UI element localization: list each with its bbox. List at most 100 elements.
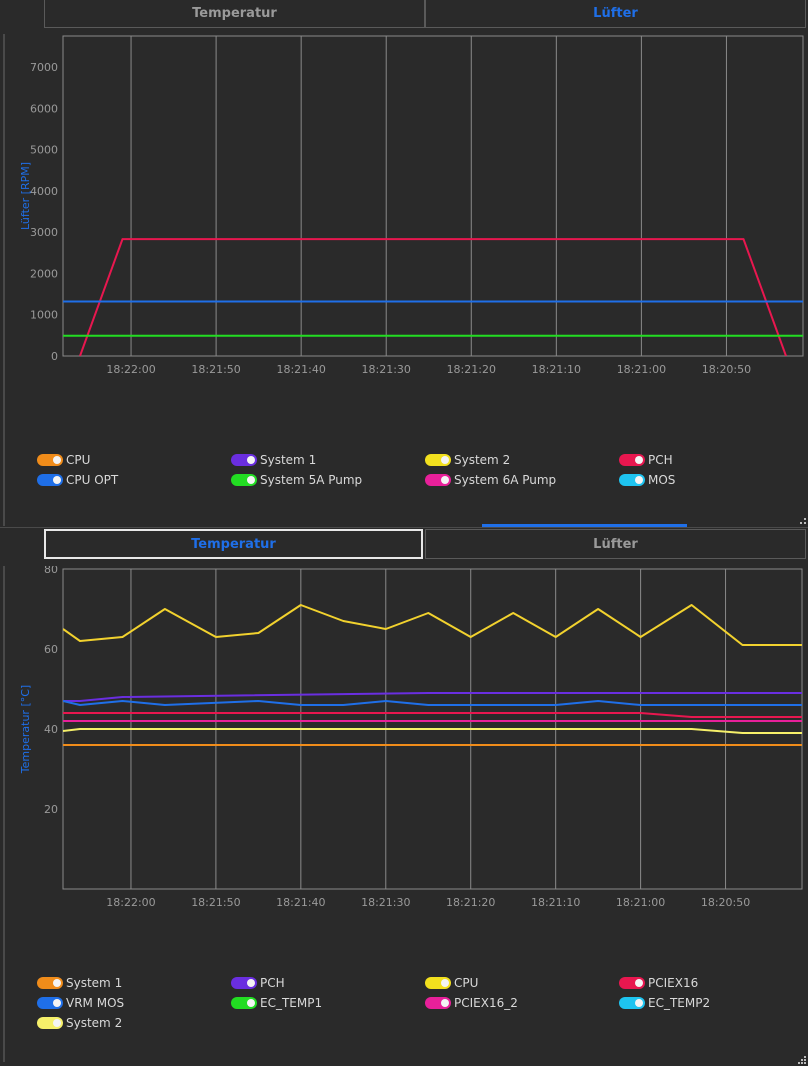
bottom-tab-bar: Temperatur Lüfter [0,529,808,559]
legend-label: System 1 [66,976,123,990]
toggle-switch-icon[interactable] [37,997,63,1009]
top-tab-bar: Temperatur Lüfter [0,0,808,30]
toggle-switch-icon[interactable] [231,997,257,1009]
toggle-switch-icon[interactable] [619,977,645,989]
legend-item[interactable]: PCIEX16_2 [425,995,518,1011]
x-tick-label: 18:21:20 [446,896,495,909]
toggle-switch-icon[interactable] [619,454,645,466]
resize-grip-top[interactable] [800,518,808,526]
legend-item[interactable]: System 1 [231,452,316,468]
temperature-panel: 18:22:00 18:21:50 18:21:40 18:21:30 18:21:20… [3,566,808,1062]
y-tick-label: 40 [44,723,58,736]
x-tick-label: 18:21:20 [447,363,496,376]
legend-item[interactable]: CPU OPT [37,472,118,488]
legend-label: MOS [648,473,676,487]
legend-item[interactable]: System 5A Pump [231,472,362,488]
x-tick-label: 18:21:10 [532,363,581,376]
toggle-switch-icon[interactable] [425,977,451,989]
legend-item[interactable]: PCH [619,452,673,468]
toggle-switch-icon[interactable] [619,997,645,1009]
x-tick-label: 18:21:30 [361,896,410,909]
legend-label: PCIEX16_2 [454,996,518,1010]
y-axis-label: Lüfter [RPM] [19,162,32,230]
y-tick-label: 60 [44,643,58,656]
legend-item[interactable]: System 1 [37,975,122,991]
tab-indicator [482,524,687,527]
toggle-switch-icon[interactable] [425,997,451,1009]
toggle-switch-icon[interactable] [425,474,451,486]
series-group [63,604,802,746]
y-tick-label: 6000 [30,102,58,115]
x-tick-label: 18:21:40 [276,363,325,376]
series-line-vrm-mos [63,700,802,706]
toggle-switch-icon[interactable] [619,474,645,486]
legend-label: VRM MOS [66,996,125,1010]
tab-temperature-bottom[interactable]: Temperatur [44,529,423,559]
series-line-pch [79,238,787,356]
tab-fan-top[interactable]: Lüfter [425,0,806,28]
legend-item[interactable]: PCIEX16 [619,975,698,991]
x-tick-label: 18:21:00 [616,896,665,909]
toggle-switch-icon[interactable] [37,454,63,466]
temperature-legend: System 1 PCH CPU PCIEX16 VRM MOS EC_TEMP1 PCIE… [37,975,807,1039]
x-tick-label: 18:22:00 [106,896,155,909]
legend-item[interactable]: System 6A Pump [425,472,556,488]
legend-item[interactable]: System 2 [425,452,510,468]
divider [0,527,808,528]
series-line-pch [63,692,802,702]
fan-panel: 18:22:00 18:21:50 18:21:40 18:21:30 18:21:20… [3,34,808,526]
legend-item[interactable]: CPU [37,452,90,468]
legend-item[interactable]: MOS [619,472,675,488]
resize-grip-bottom[interactable] [798,1056,806,1064]
legend-item[interactable]: EC_TEMP1 [231,995,322,1011]
x-tick-label: 18:21:00 [617,363,666,376]
plot-frame [62,35,804,357]
fan-chart: 18:22:00 18:21:50 18:21:40 18:21:30 18:21:20… [19,35,804,376]
legend-label: PCH [648,453,673,467]
legend-item[interactable]: System 2 [37,1015,122,1031]
series-line-system-2 [63,728,802,734]
y-tick-label: 4000 [30,185,58,198]
y-tick-label: 0 [51,350,58,363]
toggle-switch-icon[interactable] [37,977,63,989]
y-tick-label: 1000 [30,309,58,322]
x-tick-label: 18:21:50 [191,896,240,909]
x-tick-label: 18:22:00 [106,363,155,376]
temperature-chart: 18:22:00 18:21:50 18:21:40 18:21:30 18:21:20… [19,566,803,909]
x-tick-label: 18:21:30 [362,363,411,376]
legend-label: CPU [454,976,479,990]
toggle-switch-icon[interactable] [37,1017,63,1029]
tab-temperature-top[interactable]: Temperatur [44,0,425,28]
y-tick-label: 5000 [30,144,58,157]
legend-item[interactable]: PCH [231,975,285,991]
legend-item[interactable]: EC_TEMP2 [619,995,710,1011]
y-tick-label: 7000 [30,61,58,74]
x-tick-label: 18:21:10 [531,896,580,909]
toggle-switch-icon[interactable] [231,474,257,486]
toggle-switch-icon[interactable] [37,474,63,486]
legend-label: PCH [260,976,285,990]
legend-label: CPU OPT [66,473,119,487]
x-tick-label: 18:20:50 [702,363,751,376]
y-axis-label: Temperatur [°C] [19,685,32,774]
legend-label: PCIEX16 [648,976,699,990]
y-tick-label: 80 [44,566,58,576]
x-tick-label: 18:20:50 [701,896,750,909]
plot-frame [62,568,803,890]
toggle-switch-icon[interactable] [231,454,257,466]
legend-item[interactable]: CPU [425,975,478,991]
toggle-switch-icon[interactable] [231,977,257,989]
fan-legend: CPU System 1 System 2 PCH CPU OPT System 5A P… [37,452,807,496]
toggle-switch-icon[interactable] [425,454,451,466]
y-tick-label: 20 [44,803,58,816]
legend-label: EC_TEMP1 [260,996,323,1010]
x-tick-label: 18:21:50 [191,363,240,376]
series-line-cpu [63,604,802,646]
legend-label: System 5A Pump [260,473,363,487]
tab-fan-bottom[interactable]: Lüfter [425,529,806,559]
legend-label: System 1 [260,453,317,467]
y-tick-label: 2000 [30,267,58,280]
legend-label: System 2 [454,453,511,467]
legend-item[interactable]: VRM MOS [37,995,124,1011]
legend-label: EC_TEMP2 [648,996,711,1010]
